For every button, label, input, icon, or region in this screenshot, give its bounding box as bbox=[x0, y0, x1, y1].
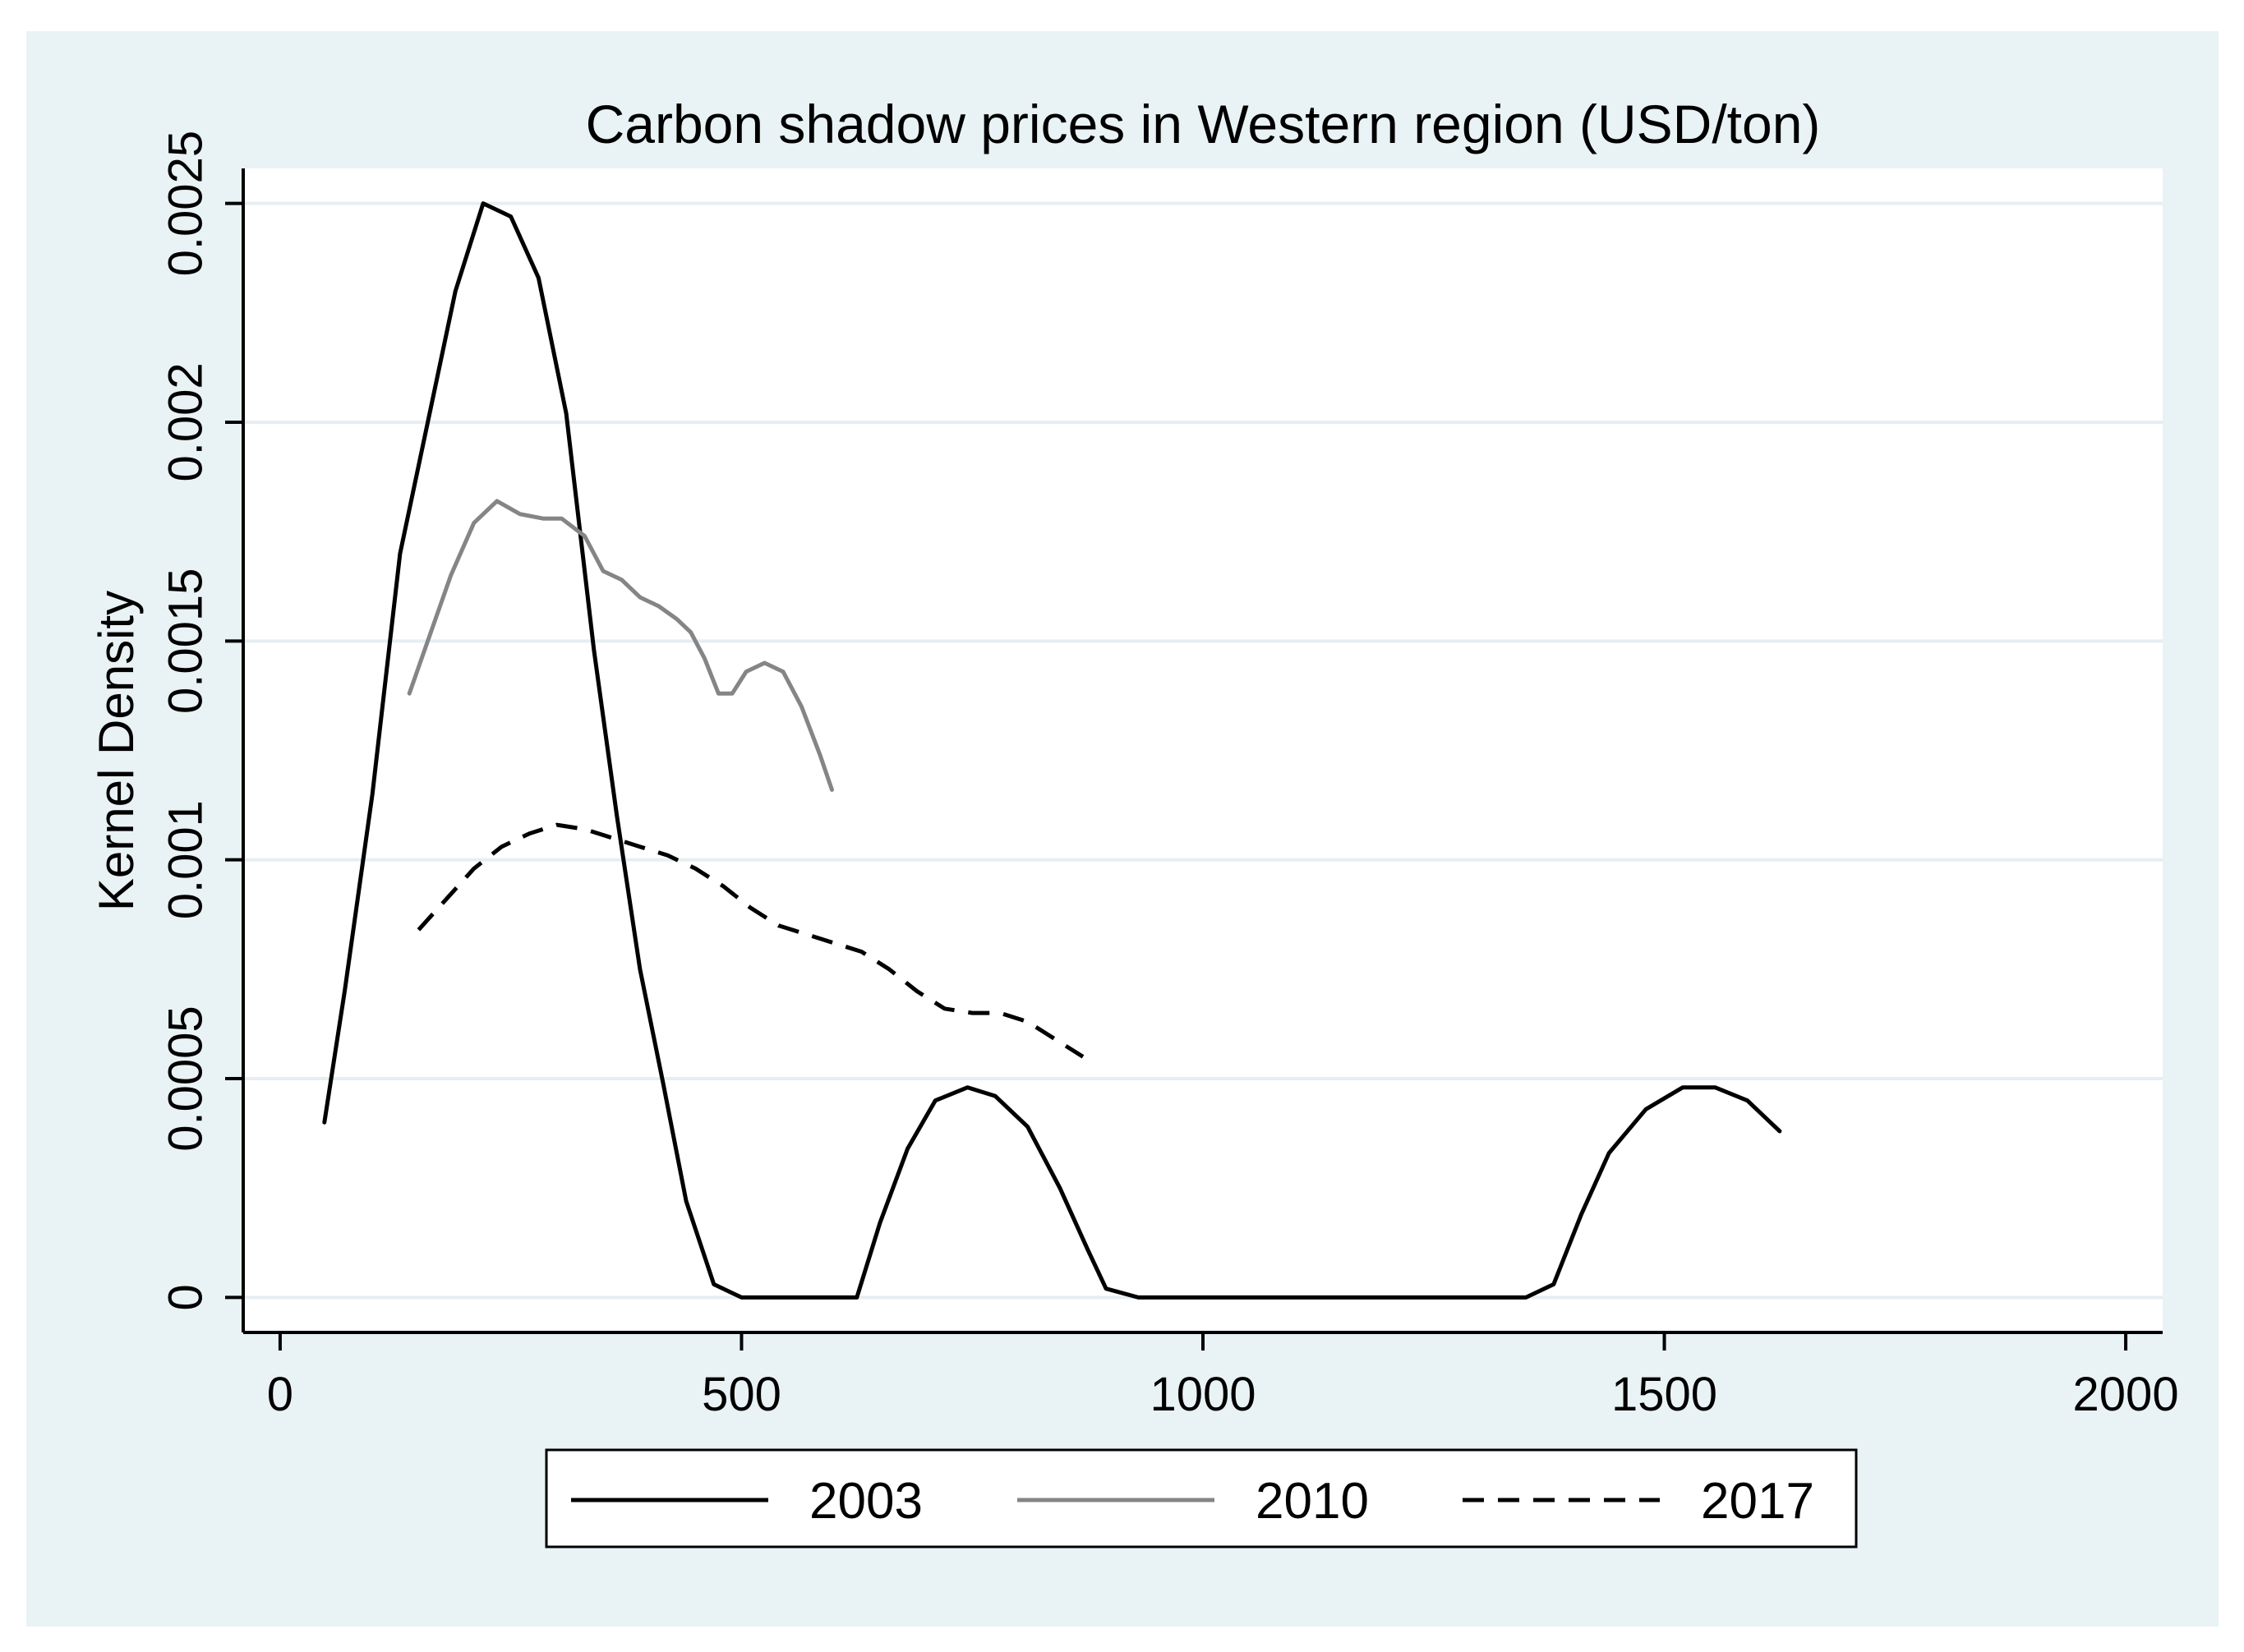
x-axis-ticks: 0 500 1000 1500 2000 bbox=[267, 1332, 2179, 1421]
plot-area bbox=[243, 168, 2163, 1332]
data-series bbox=[322, 201, 1782, 1300]
y-tick-label-3: 0.0015 bbox=[159, 568, 212, 714]
legend-label-2003: 2003 bbox=[809, 1473, 923, 1530]
chart-title: Carbon shadow prices in Western region (… bbox=[586, 94, 1821, 154]
legend-label-2010: 2010 bbox=[1256, 1473, 1369, 1530]
y-tick-label-2: 0.001 bbox=[159, 800, 212, 919]
y-tick-label-5: 0.0025 bbox=[159, 131, 212, 276]
y-tick-label-1: 0.0005 bbox=[159, 1005, 212, 1151]
legend-label-2017: 2017 bbox=[1701, 1473, 1814, 1530]
series-line-2017 bbox=[417, 822, 1085, 1059]
grid-lines bbox=[243, 201, 2163, 1300]
x-tick-label-2: 1000 bbox=[1150, 1368, 1256, 1421]
series-line-2003 bbox=[322, 201, 1782, 1300]
y-axis-label: Kernel Density bbox=[89, 591, 144, 911]
y-tick-label-0: 0 bbox=[159, 1284, 212, 1310]
y-tick-label-4: 0.002 bbox=[159, 362, 212, 481]
legend: 2003 2010 2017 bbox=[545, 1448, 1858, 1548]
series-line-2010 bbox=[407, 499, 834, 792]
y-axis-ticks: 0 0.0005 0.001 0.0015 0.002 0.0025 bbox=[159, 131, 243, 1311]
x-tick-label-0: 0 bbox=[267, 1368, 293, 1421]
x-tick-label-4: 2000 bbox=[2073, 1368, 2179, 1421]
x-tick-label-1: 500 bbox=[702, 1368, 781, 1421]
x-tick-label-3: 1500 bbox=[1611, 1368, 1717, 1421]
